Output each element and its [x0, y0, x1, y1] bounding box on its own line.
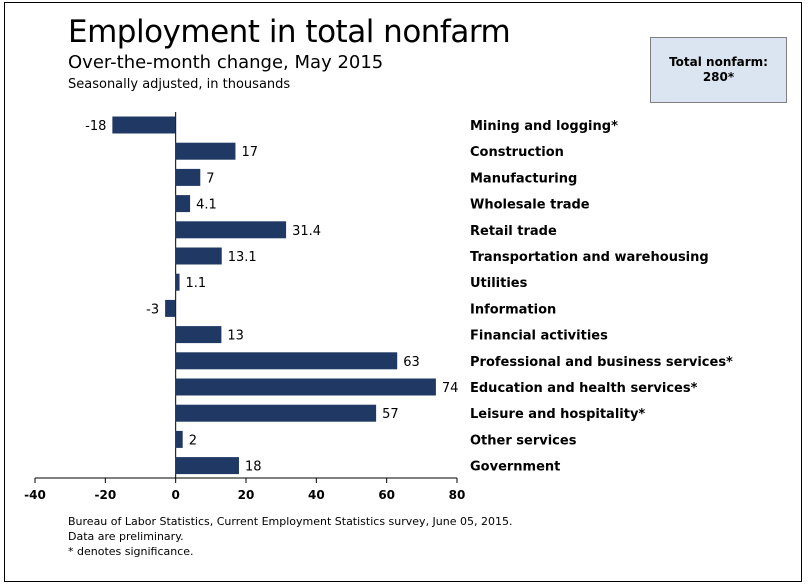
bar-value-label: 1.1 [186, 276, 207, 291]
footer-source: Bureau of Labor Statistics, Current Empl… [68, 515, 513, 528]
x-tick-label: 60 [378, 488, 395, 502]
bar-value-label: 2 [189, 433, 197, 448]
category-label: Construction [470, 145, 564, 160]
x-tick-label: 0 [171, 488, 179, 502]
bar [175, 273, 180, 291]
bar-value-label: 7 [206, 171, 214, 186]
bar-value-label: 13.1 [228, 250, 257, 265]
bar-value-label: 57 [382, 407, 399, 422]
footer-preliminary: Data are preliminary. [68, 530, 184, 543]
bar-value-label: -18 [85, 119, 106, 134]
bar [175, 168, 201, 186]
category-label: Mining and logging* [470, 119, 618, 134]
bar [175, 142, 236, 160]
category-label: Other services [470, 433, 577, 448]
bar-value-label: 4.1 [196, 198, 217, 213]
bar-value-label: 31.4 [292, 224, 321, 239]
bar-value-label: 63 [403, 355, 420, 370]
bar [175, 352, 398, 370]
bar-value-label: 18 [245, 460, 262, 475]
total-nonfarm-value: 280* [702, 70, 735, 84]
category-label: Professional and business services* [470, 355, 733, 370]
category-label: Leisure and hospitality* [470, 407, 645, 422]
bar [175, 326, 222, 344]
bar-value-label: 74 [442, 381, 459, 396]
bar [165, 299, 176, 317]
bar [175, 457, 239, 475]
category-label: Information [470, 302, 556, 317]
bar [175, 430, 183, 448]
footer-notes: Bureau of Labor Statistics, Current Empl… [68, 514, 513, 559]
total-nonfarm-box: Total nonfarm: 280* [650, 37, 787, 103]
category-label: Financial activities [470, 329, 608, 344]
bar [175, 221, 287, 239]
category-label: Retail trade [470, 224, 557, 239]
category-label: Wholesale trade [470, 198, 590, 213]
bar [112, 116, 176, 134]
x-tick-label: 40 [308, 488, 325, 502]
bar [175, 378, 436, 396]
bar [175, 404, 377, 422]
chart-subtitle: Over-the-month change, May 2015 [68, 52, 384, 73]
chart-title: Employment in total nonfarm [68, 14, 511, 50]
bar [175, 247, 222, 265]
x-tick-label: -20 [94, 488, 116, 502]
category-label: Transportation and warehousing [470, 250, 709, 265]
category-label: Manufacturing [470, 171, 577, 186]
category-label: Government [470, 460, 560, 475]
category-label: Education and health services* [470, 381, 698, 396]
category-label: Utilities [470, 276, 528, 291]
bar-value-label: -3 [146, 302, 159, 317]
x-tick-label: -40 [24, 488, 46, 502]
total-nonfarm-label: Total nonfarm: [669, 55, 768, 69]
bar-value-label: 13 [227, 329, 244, 344]
x-tick-label: 80 [449, 488, 466, 502]
chart-note: Seasonally adjusted, in thousands [68, 77, 291, 92]
footer-significance: * denotes significance. [68, 545, 194, 558]
x-tick-label: 20 [238, 488, 255, 502]
bar-value-label: 17 [241, 145, 258, 160]
bar [175, 195, 191, 213]
